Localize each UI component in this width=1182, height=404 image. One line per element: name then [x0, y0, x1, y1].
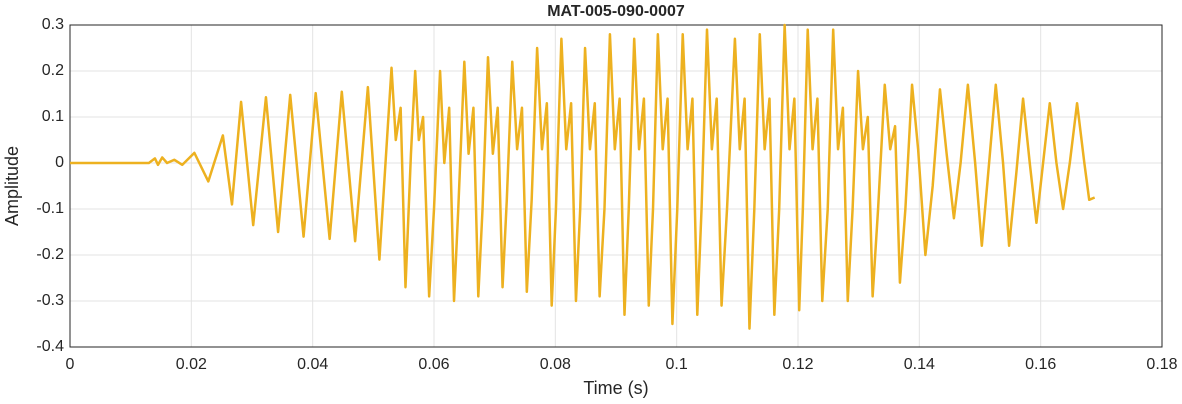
y-tick-label: 0: [55, 154, 64, 171]
x-tick-label: 0.04: [297, 356, 328, 373]
y-tick-label: 0.1: [42, 108, 64, 125]
x-tick-label: 0.02: [176, 356, 207, 373]
x-tick-label: 0.1: [666, 356, 688, 373]
x-tick-label: 0.14: [904, 356, 935, 373]
waveform-line: [70, 23, 1096, 330]
y-tick-label: -0.1: [36, 200, 64, 217]
x-tick-label: 0.12: [782, 356, 813, 373]
x-tick-label: 0.16: [1025, 356, 1056, 373]
plot-frame: [69, 24, 1163, 348]
y-tick-label: 0.3: [42, 16, 64, 33]
x-tick-label: 0: [66, 356, 75, 373]
x-axis-label: Time (s): [583, 378, 648, 398]
y-tick-label: -0.3: [36, 292, 64, 309]
x-tick-label: 0.08: [540, 356, 571, 373]
x-tick-label: 0.06: [418, 356, 449, 373]
y-tick-label: 0.2: [42, 62, 64, 79]
y-axis-label: Amplitude: [2, 146, 22, 226]
y-tick-label: -0.4: [36, 338, 64, 355]
x-tick-label: 0.18: [1146, 356, 1177, 373]
y-tick-label: -0.2: [36, 246, 64, 263]
chart-title: MAT-005-090-0007: [547, 3, 685, 20]
